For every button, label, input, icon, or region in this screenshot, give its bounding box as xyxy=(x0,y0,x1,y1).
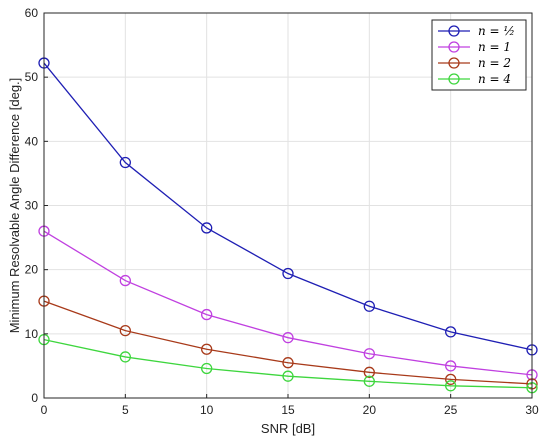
data-point xyxy=(201,362,213,375)
y-axis-title: Minimum Resolvable Angle Difference [deg… xyxy=(7,78,22,334)
tick-labels: 0 5 10 15 20 25 30 0 10 20 30 40 50 60 xyxy=(25,6,539,417)
data-point xyxy=(119,324,131,337)
legend-marker xyxy=(448,57,460,69)
series-line xyxy=(43,62,533,351)
y-tick-label: 20 xyxy=(25,263,39,277)
data-point xyxy=(282,370,294,382)
data-point xyxy=(363,300,375,312)
data-point xyxy=(119,351,131,363)
data-point xyxy=(201,222,213,234)
legend-label: n = ½ xyxy=(478,24,515,38)
x-tick-label: 0 xyxy=(41,403,48,417)
legend-item: n = 4 xyxy=(438,72,511,86)
series-line xyxy=(43,300,533,385)
series-4 xyxy=(38,333,538,394)
y-tick-label: 50 xyxy=(25,70,39,84)
data-point xyxy=(201,308,213,321)
series-line xyxy=(43,230,533,376)
legend-box xyxy=(431,19,527,91)
x-axis-title: SNR [dB] xyxy=(261,421,315,436)
x-tick-label: 15 xyxy=(281,403,295,417)
data-point xyxy=(363,366,375,378)
legend-label: n = 2 xyxy=(478,56,511,70)
legend-label: n = 4 xyxy=(478,72,511,86)
data-point xyxy=(445,373,457,386)
legend-item: n = ½ xyxy=(438,24,515,38)
data-point xyxy=(282,332,294,344)
x-tick-label: 25 xyxy=(444,403,458,417)
data-point xyxy=(445,326,457,338)
series-3 xyxy=(38,295,538,390)
legend-marker xyxy=(448,25,460,37)
y-tick-label: 30 xyxy=(25,199,39,213)
x-tick-label: 10 xyxy=(200,403,214,417)
data-point xyxy=(363,348,375,360)
legend-marker xyxy=(448,73,460,85)
x-tick-label: 30 xyxy=(525,403,539,417)
series-1 xyxy=(38,57,538,356)
data-point xyxy=(445,360,457,372)
legend-item: n = 1 xyxy=(438,40,511,54)
legend-label: n = 1 xyxy=(478,40,511,54)
legend-marker xyxy=(448,41,460,53)
y-tick-label: 60 xyxy=(25,6,39,20)
data-point xyxy=(282,357,294,369)
data-point xyxy=(201,343,213,355)
legend-item: n = 2 xyxy=(438,56,511,70)
y-tick-label: 0 xyxy=(31,391,38,405)
series-group xyxy=(38,57,538,394)
data-point xyxy=(363,375,375,387)
x-tick-label: 5 xyxy=(122,403,129,417)
y-tick-label: 10 xyxy=(25,327,39,341)
legend: n = ½ n = 1 n = 2 n = 4 xyxy=(431,19,527,91)
series-line xyxy=(43,338,533,389)
x-tick-label: 20 xyxy=(363,403,377,417)
data-point xyxy=(445,380,457,392)
y-tick-label: 40 xyxy=(25,134,39,148)
data-point xyxy=(119,274,131,287)
data-point xyxy=(282,267,294,280)
data-point xyxy=(119,156,131,169)
